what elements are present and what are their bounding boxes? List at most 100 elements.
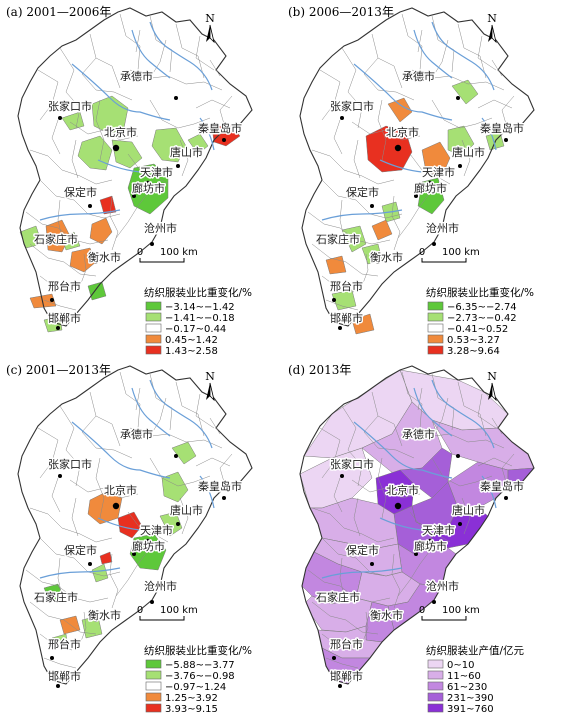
legend-label: −1.41~−0.18 bbox=[165, 313, 235, 324]
region-class-1 bbox=[187, 133, 209, 155]
north-arrow-icon: N bbox=[205, 370, 215, 402]
region-class-3 bbox=[387, 97, 413, 123]
city-label: 沧州市 bbox=[426, 579, 459, 593]
legend: 纺织服装业比重变化/% −6.35~−2.74−2.73~−0.42−0.41~0… bbox=[426, 286, 534, 357]
region-class-1 bbox=[151, 127, 187, 163]
legend-swatch bbox=[427, 692, 444, 702]
city-label: 唐山市 bbox=[452, 145, 485, 159]
legend-swatch bbox=[145, 692, 162, 702]
city-label: 秦皇岛市 bbox=[198, 121, 242, 135]
city-label: 秦皇岛市 bbox=[480, 121, 524, 135]
region-class-1 bbox=[159, 511, 183, 537]
region-class-1 bbox=[331, 289, 357, 311]
panel-title: (d) 2013年 bbox=[288, 363, 351, 377]
legend-title: 纺织服装业产值/亿元 bbox=[426, 644, 525, 657]
city-dot bbox=[330, 240, 334, 244]
scale-bar: 0 100 km bbox=[137, 247, 198, 263]
region-class-1 bbox=[447, 125, 475, 157]
city-label: 保定市 bbox=[346, 185, 379, 199]
city-dot bbox=[504, 138, 508, 142]
legend-label: 391~760 bbox=[447, 704, 494, 715]
region-class-1 bbox=[51, 633, 69, 649]
city-dot bbox=[414, 552, 418, 556]
city-label: 秦皇岛市 bbox=[198, 479, 242, 493]
region-class-1 bbox=[361, 243, 383, 265]
region-class-0 bbox=[127, 163, 169, 215]
city-label: 沧州市 bbox=[144, 221, 177, 235]
city-label: 衡水市 bbox=[370, 250, 403, 264]
region-class-0 bbox=[417, 177, 445, 215]
city-label: 北京市 bbox=[386, 125, 419, 139]
region-class-3 bbox=[325, 255, 347, 275]
city-dot bbox=[94, 260, 98, 264]
city-label: 石家庄市 bbox=[34, 590, 78, 604]
city-dot bbox=[332, 656, 336, 660]
city-label: 唐山市 bbox=[170, 503, 203, 517]
city-dot bbox=[58, 474, 62, 478]
legend-label: −0.41~0.52 bbox=[447, 324, 508, 335]
city-label: 承德市 bbox=[120, 69, 153, 83]
legend-label: 1.43~2.58 bbox=[165, 346, 218, 357]
city-dot bbox=[340, 474, 344, 478]
city-label: 邢台市 bbox=[330, 279, 363, 293]
city-label: 秦皇岛市 bbox=[480, 479, 524, 493]
base-geography bbox=[299, 7, 535, 327]
city-label: 石家庄市 bbox=[316, 590, 360, 604]
city-dot bbox=[222, 138, 226, 142]
city-label: 天津市 bbox=[140, 165, 173, 179]
city-dot bbox=[50, 298, 54, 302]
legend-title: 纺织服装业比重变化/% bbox=[144, 286, 252, 299]
city-label: 邢台市 bbox=[48, 637, 81, 651]
legend-title: 纺织服装业比重变化/% bbox=[426, 286, 534, 299]
city-dot bbox=[456, 454, 460, 458]
legend-label: 1.25~3.92 bbox=[165, 693, 218, 704]
region-class-3 bbox=[371, 219, 393, 241]
city-label: 张家口市 bbox=[48, 457, 92, 471]
city-label: 唐山市 bbox=[170, 145, 203, 159]
legend-label: −6.35~−2.74 bbox=[447, 302, 517, 313]
legend-swatch bbox=[427, 301, 444, 311]
city-dot bbox=[174, 96, 178, 100]
city-dot bbox=[456, 96, 460, 100]
city-label: 张家口市 bbox=[48, 99, 92, 113]
city-label: 保定市 bbox=[64, 185, 97, 199]
city-dot bbox=[394, 144, 402, 152]
region-class-3 bbox=[59, 615, 81, 635]
legend-label: 3.93~9.15 bbox=[165, 704, 218, 715]
legend-label: 0.45~1.42 bbox=[165, 335, 218, 346]
region-class-4 bbox=[117, 511, 143, 539]
city-dot bbox=[150, 242, 154, 246]
region-class-3 bbox=[421, 141, 451, 177]
city-dot bbox=[176, 164, 180, 168]
legend-swatch bbox=[427, 334, 444, 344]
city-dot bbox=[58, 116, 62, 120]
panel-title: (c) 2001—2013年 bbox=[6, 363, 111, 377]
scale-bar: 0 100 km bbox=[419, 605, 480, 621]
city-dot bbox=[94, 618, 98, 622]
city-label: 廊坊市 bbox=[132, 181, 165, 195]
region-class-0 bbox=[87, 281, 107, 301]
legend-swatch bbox=[145, 301, 162, 311]
city-dot bbox=[48, 240, 52, 244]
city-dot bbox=[176, 522, 180, 526]
legend-swatch bbox=[427, 312, 444, 322]
region-class-1 bbox=[161, 471, 189, 503]
city-dot bbox=[50, 656, 54, 660]
panel-title: (a) 2001—2006年 bbox=[6, 5, 111, 19]
city-label: 张家口市 bbox=[330, 457, 374, 471]
legend-swatch bbox=[145, 345, 162, 355]
north-label: N bbox=[487, 12, 497, 25]
city-label: 邢台市 bbox=[330, 637, 363, 651]
city-dot bbox=[338, 684, 342, 688]
scale-zero: 0 bbox=[419, 605, 425, 616]
city-label: 衡水市 bbox=[88, 250, 121, 264]
scale-zero: 0 bbox=[137, 605, 143, 616]
city-dot bbox=[458, 522, 462, 526]
city-dot bbox=[132, 194, 136, 198]
region-class-1 bbox=[171, 441, 197, 465]
city-label: 承德市 bbox=[402, 69, 435, 83]
legend-swatch bbox=[145, 681, 162, 691]
city-dot bbox=[458, 164, 462, 168]
